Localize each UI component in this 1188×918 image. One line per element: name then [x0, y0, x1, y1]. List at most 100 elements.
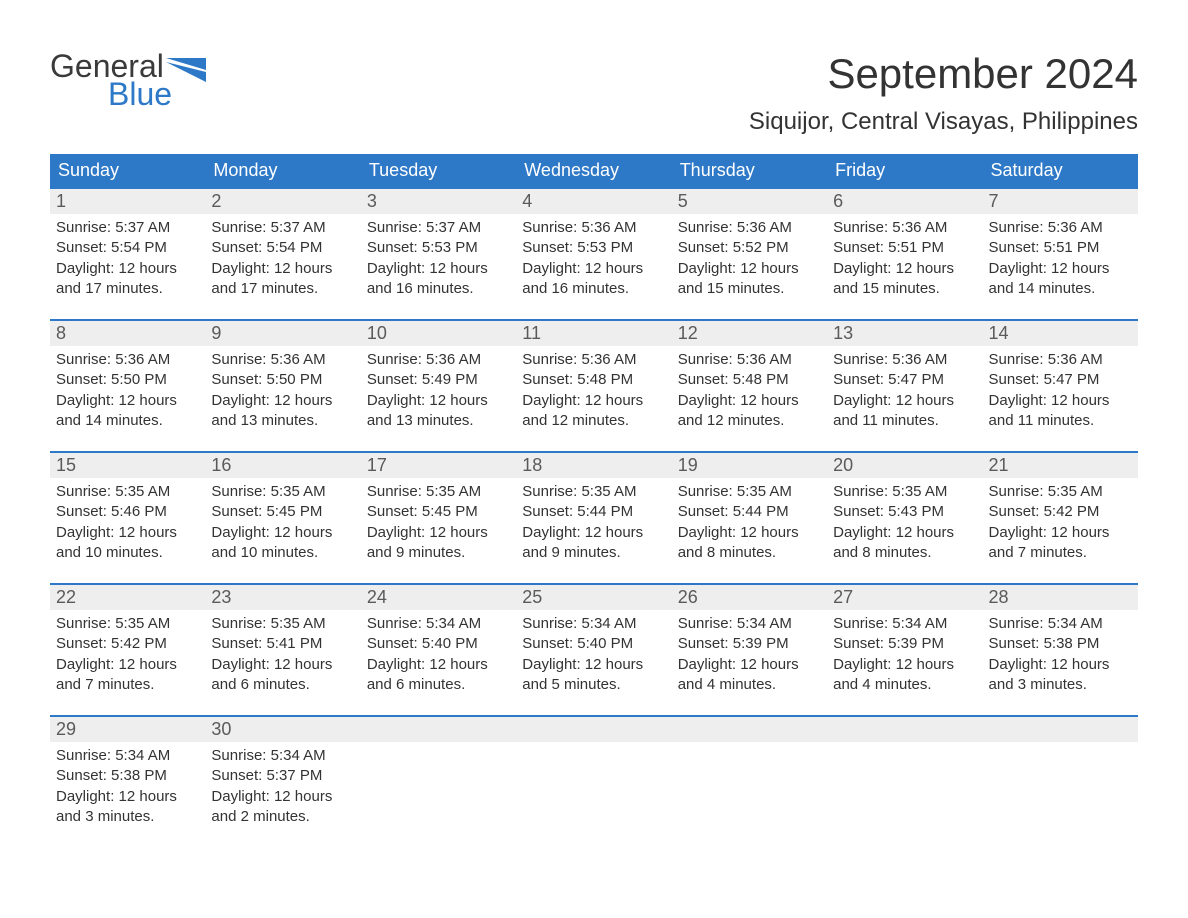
- daylight-line: Daylight: 12 hours and 16 minutes.: [367, 259, 510, 300]
- day-cell: 7Sunrise: 5:36 AMSunset: 5:51 PMDaylight…: [983, 189, 1138, 301]
- daylight-line: Daylight: 12 hours and 10 minutes.: [56, 523, 199, 564]
- day-number: 3: [361, 189, 516, 214]
- daylight-line: Daylight: 12 hours and 7 minutes.: [989, 523, 1132, 564]
- day-number: 24: [361, 585, 516, 610]
- daylight-line: Daylight: 12 hours and 11 minutes.: [989, 391, 1132, 432]
- day-cell: .: [361, 717, 516, 829]
- day-cell: .: [516, 717, 671, 829]
- sunrise-line: Sunrise: 5:34 AM: [56, 746, 199, 766]
- daylight-line: Daylight: 12 hours and 13 minutes.: [367, 391, 510, 432]
- sunrise-line: Sunrise: 5:35 AM: [989, 482, 1132, 502]
- daylight-line: Daylight: 12 hours and 10 minutes.: [211, 523, 354, 564]
- day-cell: .: [983, 717, 1138, 829]
- day-body: Sunrise: 5:36 AMSunset: 5:50 PMDaylight:…: [205, 346, 360, 431]
- daylight-line: Daylight: 12 hours and 17 minutes.: [56, 259, 199, 300]
- sunrise-line: Sunrise: 5:36 AM: [989, 350, 1132, 370]
- sunset-line: Sunset: 5:51 PM: [989, 238, 1132, 258]
- day-cell: 15Sunrise: 5:35 AMSunset: 5:46 PMDayligh…: [50, 453, 205, 565]
- day-body: Sunrise: 5:37 AMSunset: 5:54 PMDaylight:…: [205, 214, 360, 299]
- day-cell: 9Sunrise: 5:36 AMSunset: 5:50 PMDaylight…: [205, 321, 360, 433]
- day-body: Sunrise: 5:36 AMSunset: 5:51 PMDaylight:…: [827, 214, 982, 299]
- day-body: Sunrise: 5:35 AMSunset: 5:42 PMDaylight:…: [50, 610, 205, 695]
- sunset-line: Sunset: 5:44 PM: [522, 502, 665, 522]
- sunset-line: Sunset: 5:54 PM: [56, 238, 199, 258]
- logo: General Blue: [50, 50, 206, 110]
- sunset-line: Sunset: 5:46 PM: [56, 502, 199, 522]
- day-number: 9: [205, 321, 360, 346]
- sunrise-line: Sunrise: 5:34 AM: [989, 614, 1132, 634]
- day-cell: .: [827, 717, 982, 829]
- day-number: 15: [50, 453, 205, 478]
- day-number: .: [361, 717, 516, 742]
- sunrise-line: Sunrise: 5:37 AM: [56, 218, 199, 238]
- sunrise-line: Sunrise: 5:35 AM: [211, 482, 354, 502]
- day-body: Sunrise: 5:34 AMSunset: 5:38 PMDaylight:…: [983, 610, 1138, 695]
- day-body: Sunrise: 5:35 AMSunset: 5:46 PMDaylight:…: [50, 478, 205, 563]
- day-cell: 22Sunrise: 5:35 AMSunset: 5:42 PMDayligh…: [50, 585, 205, 697]
- sunset-line: Sunset: 5:41 PM: [211, 634, 354, 654]
- sunrise-line: Sunrise: 5:35 AM: [833, 482, 976, 502]
- day-number: 22: [50, 585, 205, 610]
- day-body: Sunrise: 5:34 AMSunset: 5:39 PMDaylight:…: [827, 610, 982, 695]
- day-cell: 17Sunrise: 5:35 AMSunset: 5:45 PMDayligh…: [361, 453, 516, 565]
- logo-text-bottom: Blue: [108, 78, 206, 110]
- sunset-line: Sunset: 5:50 PM: [211, 370, 354, 390]
- sunrise-line: Sunrise: 5:34 AM: [367, 614, 510, 634]
- day-body: Sunrise: 5:35 AMSunset: 5:42 PMDaylight:…: [983, 478, 1138, 563]
- day-number: 25: [516, 585, 671, 610]
- day-number: 12: [672, 321, 827, 346]
- daylight-line: Daylight: 12 hours and 14 minutes.: [56, 391, 199, 432]
- day-number: .: [516, 717, 671, 742]
- day-number: 27: [827, 585, 982, 610]
- month-title: September 2024: [749, 50, 1138, 98]
- day-cell: 5Sunrise: 5:36 AMSunset: 5:52 PMDaylight…: [672, 189, 827, 301]
- sunset-line: Sunset: 5:50 PM: [56, 370, 199, 390]
- day-number: 10: [361, 321, 516, 346]
- day-cell: 8Sunrise: 5:36 AMSunset: 5:50 PMDaylight…: [50, 321, 205, 433]
- day-cell: 23Sunrise: 5:35 AMSunset: 5:41 PMDayligh…: [205, 585, 360, 697]
- daylight-line: Daylight: 12 hours and 2 minutes.: [211, 787, 354, 828]
- week-row: 8Sunrise: 5:36 AMSunset: 5:50 PMDaylight…: [50, 319, 1138, 433]
- day-number: 13: [827, 321, 982, 346]
- day-number: 7: [983, 189, 1138, 214]
- sunrise-line: Sunrise: 5:34 AM: [833, 614, 976, 634]
- dow-saturday: Saturday: [983, 154, 1138, 187]
- sunrise-line: Sunrise: 5:36 AM: [678, 350, 821, 370]
- title-block: September 2024 Siquijor, Central Visayas…: [749, 50, 1138, 136]
- day-body: Sunrise: 5:35 AMSunset: 5:43 PMDaylight:…: [827, 478, 982, 563]
- week-row: 22Sunrise: 5:35 AMSunset: 5:42 PMDayligh…: [50, 583, 1138, 697]
- sunrise-line: Sunrise: 5:37 AM: [367, 218, 510, 238]
- day-number: .: [983, 717, 1138, 742]
- daylight-line: Daylight: 12 hours and 13 minutes.: [211, 391, 354, 432]
- day-cell: 4Sunrise: 5:36 AMSunset: 5:53 PMDaylight…: [516, 189, 671, 301]
- sunset-line: Sunset: 5:53 PM: [367, 238, 510, 258]
- day-cell: 3Sunrise: 5:37 AMSunset: 5:53 PMDaylight…: [361, 189, 516, 301]
- sunset-line: Sunset: 5:51 PM: [833, 238, 976, 258]
- day-body: Sunrise: 5:36 AMSunset: 5:52 PMDaylight:…: [672, 214, 827, 299]
- sunset-line: Sunset: 5:49 PM: [367, 370, 510, 390]
- day-body: Sunrise: 5:34 AMSunset: 5:37 PMDaylight:…: [205, 742, 360, 827]
- daylight-line: Daylight: 12 hours and 7 minutes.: [56, 655, 199, 696]
- day-number: 6: [827, 189, 982, 214]
- day-body: Sunrise: 5:36 AMSunset: 5:47 PMDaylight:…: [827, 346, 982, 431]
- day-number: 4: [516, 189, 671, 214]
- daylight-line: Daylight: 12 hours and 14 minutes.: [989, 259, 1132, 300]
- daylight-line: Daylight: 12 hours and 15 minutes.: [833, 259, 976, 300]
- sunset-line: Sunset: 5:39 PM: [678, 634, 821, 654]
- day-cell: 27Sunrise: 5:34 AMSunset: 5:39 PMDayligh…: [827, 585, 982, 697]
- day-number: 26: [672, 585, 827, 610]
- day-number: 5: [672, 189, 827, 214]
- day-cell: 28Sunrise: 5:34 AMSunset: 5:38 PMDayligh…: [983, 585, 1138, 697]
- day-cell: 6Sunrise: 5:36 AMSunset: 5:51 PMDaylight…: [827, 189, 982, 301]
- day-body: Sunrise: 5:36 AMSunset: 5:47 PMDaylight:…: [983, 346, 1138, 431]
- day-body: Sunrise: 5:37 AMSunset: 5:53 PMDaylight:…: [361, 214, 516, 299]
- daylight-line: Daylight: 12 hours and 4 minutes.: [678, 655, 821, 696]
- sunset-line: Sunset: 5:45 PM: [367, 502, 510, 522]
- sunset-line: Sunset: 5:54 PM: [211, 238, 354, 258]
- day-number: 1: [50, 189, 205, 214]
- sunset-line: Sunset: 5:37 PM: [211, 766, 354, 786]
- daylight-line: Daylight: 12 hours and 16 minutes.: [522, 259, 665, 300]
- day-cell: 18Sunrise: 5:35 AMSunset: 5:44 PMDayligh…: [516, 453, 671, 565]
- day-body: Sunrise: 5:35 AMSunset: 5:45 PMDaylight:…: [205, 478, 360, 563]
- day-body: Sunrise: 5:37 AMSunset: 5:54 PMDaylight:…: [50, 214, 205, 299]
